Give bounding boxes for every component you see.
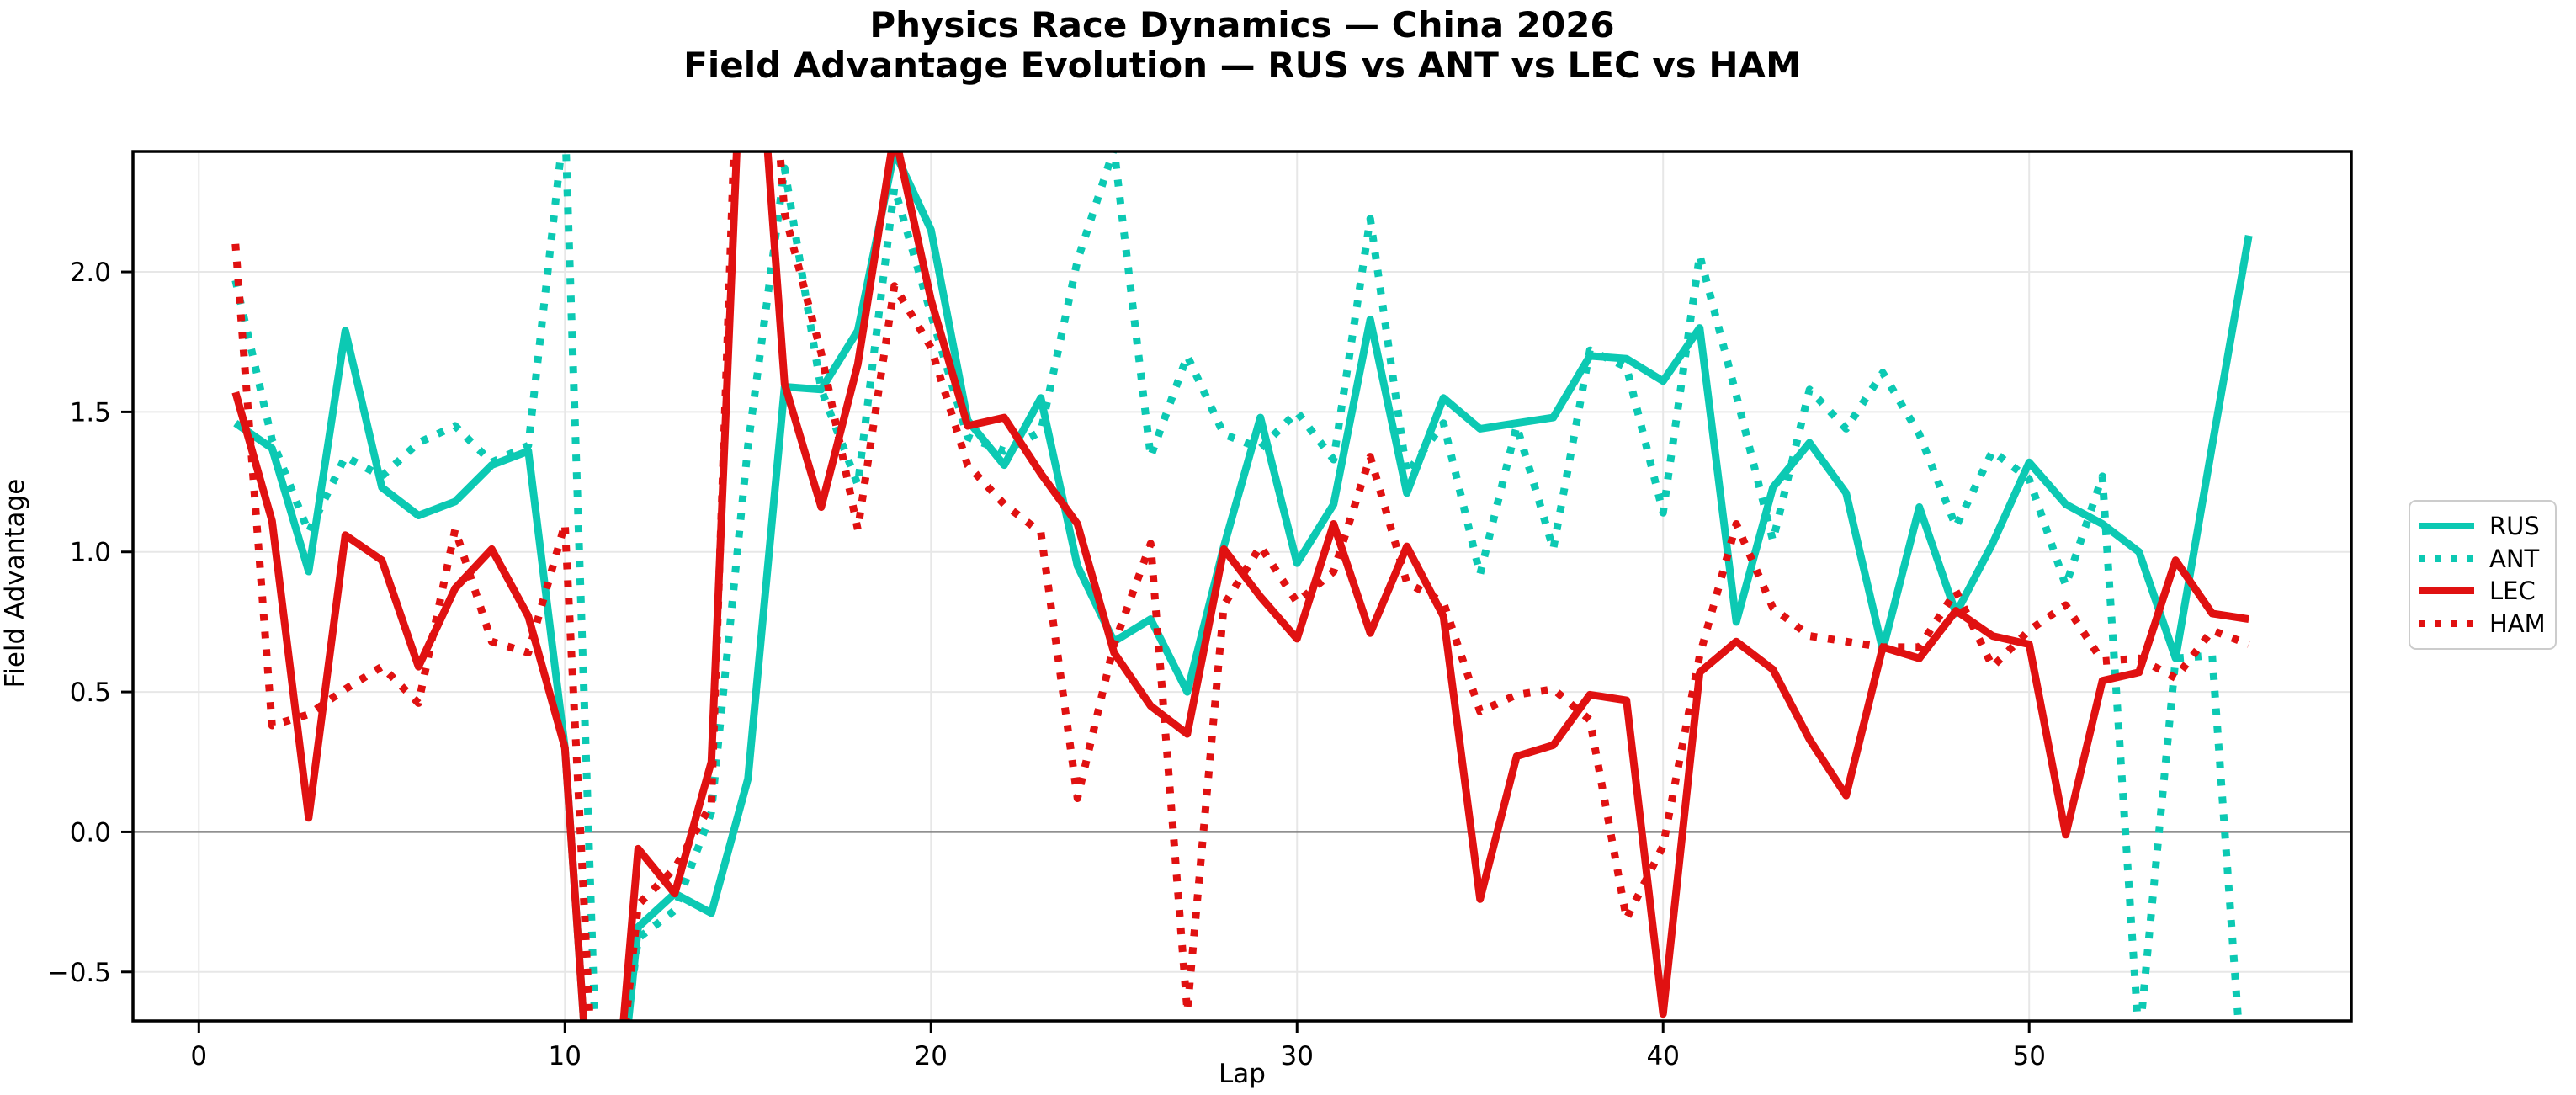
- legend-label: ANT: [2489, 544, 2540, 573]
- legend: RUS ANT LEC HAM: [2409, 500, 2557, 650]
- y-tick-label: 0.0: [70, 817, 111, 848]
- legend-label: HAM: [2489, 609, 2546, 638]
- x-tick-label: 20: [915, 1041, 948, 1071]
- y-tick-label: 1.0: [70, 538, 111, 568]
- legend-label: LEC: [2489, 577, 2536, 606]
- legend-line-sample-dotted-teal: [2419, 555, 2474, 562]
- x-tick-label: 40: [1647, 1041, 1680, 1071]
- y-tick-label: 0.5: [70, 678, 111, 708]
- chart-title: Physics Race Dynamics — China 2026 Field…: [133, 5, 2351, 86]
- x-tick-label: 10: [549, 1041, 582, 1071]
- x-tick-label: 50: [2012, 1041, 2045, 1071]
- y-tick-label: −0.5: [48, 958, 111, 988]
- x-tick-label: 0: [190, 1041, 207, 1071]
- x-tick-label: 30: [1281, 1041, 1314, 1071]
- legend-item-lec: LEC: [2419, 575, 2555, 608]
- legend-item-ham: HAM: [2419, 608, 2555, 641]
- legend-line-sample-dotted-red: [2419, 619, 2474, 627]
- x-axis-label: Lap: [1219, 1059, 1266, 1089]
- axis-ticks: 0 10 20 30 40 50 −0.5 0.0 0.5 1.0 1.5 2.0: [48, 258, 2046, 1071]
- legend-line-sample-solid-teal: [2419, 523, 2474, 530]
- legend-item-ant: ANT: [2419, 543, 2555, 576]
- legend-label: RUS: [2489, 512, 2540, 541]
- y-axis-label: Field Advantage: [0, 478, 30, 688]
- data-series: [231, 151, 2253, 1021]
- chart-title-line2: Field Advantage Evolution — RUS vs ANT v…: [683, 45, 1801, 86]
- series-line-ant: [231, 151, 2243, 1021]
- y-tick-label: 2.0: [70, 258, 111, 288]
- grid-lines: [133, 151, 2351, 1021]
- y-tick-label: 1.5: [70, 397, 111, 428]
- axes-spines: [131, 150, 2353, 1023]
- plot-border: [131, 150, 2353, 1023]
- legend-line-sample-solid-red: [2419, 587, 2474, 595]
- legend-item-rus: RUS: [2419, 510, 2555, 543]
- chart-title-line1: Physics Race Dynamics — China 2026: [869, 4, 1615, 45]
- series-line-lec: [231, 151, 2249, 1021]
